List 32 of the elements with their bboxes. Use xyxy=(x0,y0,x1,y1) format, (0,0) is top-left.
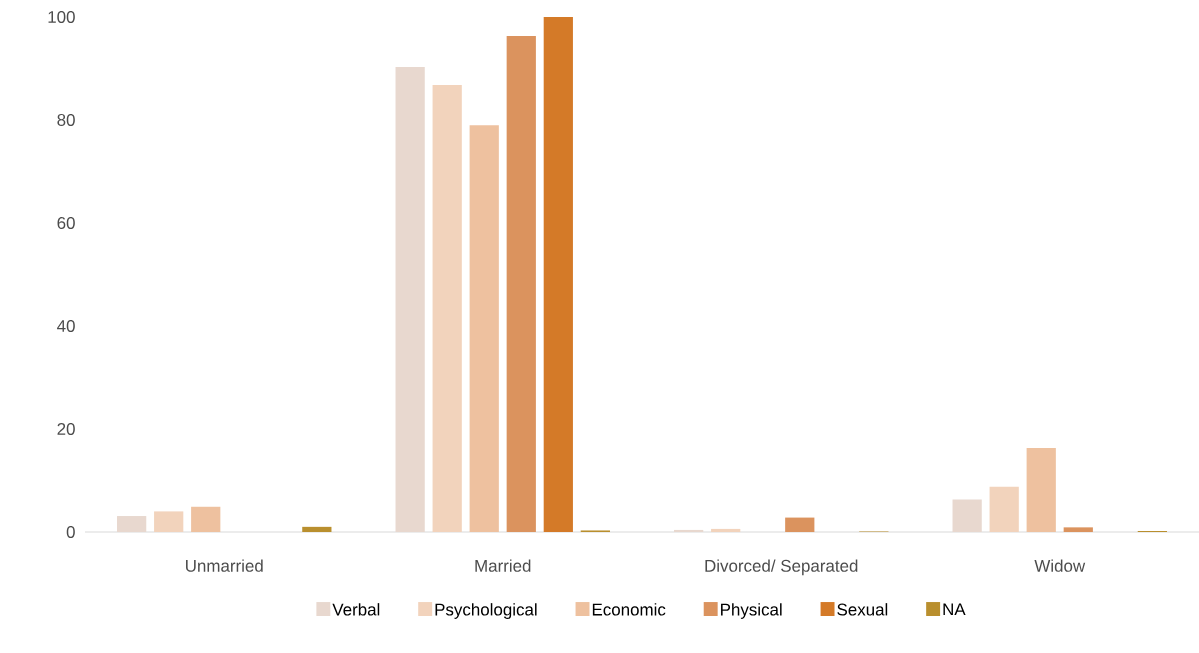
bar xyxy=(154,511,184,532)
legend-label: NA xyxy=(943,603,966,616)
x-tick-label: Unmarried xyxy=(186,559,263,572)
legend-label: Psychological xyxy=(435,603,537,619)
bar xyxy=(117,516,147,532)
bar xyxy=(395,66,425,532)
x-tick-label: Widow xyxy=(1034,559,1086,572)
bar xyxy=(469,125,499,532)
bar xyxy=(674,529,704,532)
bar xyxy=(302,526,332,532)
y-tick-label: 40 xyxy=(57,320,75,332)
bar xyxy=(1063,527,1093,532)
x-tick-label: Married xyxy=(475,559,531,572)
bar xyxy=(711,528,741,532)
bar xyxy=(432,84,462,532)
x-tick-label: Divorced/ Separated xyxy=(705,559,858,576)
legend-label: Economic xyxy=(592,603,666,616)
y-tick-label: 100 xyxy=(48,10,75,23)
bar xyxy=(952,499,982,532)
y-tick-label: 20 xyxy=(57,423,75,435)
y-tick-label: 0 xyxy=(66,526,75,538)
bar xyxy=(1026,448,1056,532)
legend-label: Sexual xyxy=(837,603,888,616)
bar xyxy=(989,486,1019,532)
legend-label: Verbal xyxy=(332,603,380,616)
bar xyxy=(506,36,536,532)
legend-label: Physical xyxy=(721,603,782,619)
y-tick-label: 80 xyxy=(57,114,75,126)
bar xyxy=(191,506,221,532)
bar xyxy=(543,16,573,532)
y-tick-label: 60 xyxy=(57,217,75,229)
bar xyxy=(785,517,815,532)
